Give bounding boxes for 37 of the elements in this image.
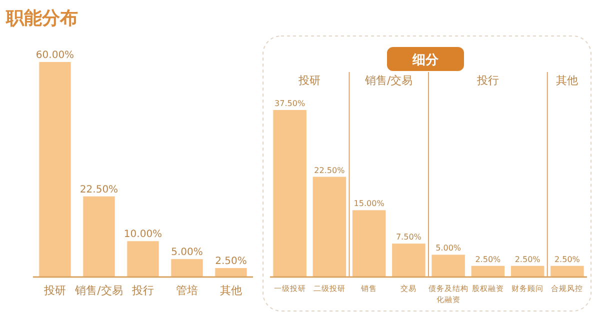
data-label: 7.50% [396, 232, 422, 242]
x-tick-label: 管培 [176, 284, 198, 297]
bar [171, 259, 203, 277]
bar [392, 244, 426, 277]
bar [127, 241, 159, 277]
data-label: 22.50% [80, 184, 118, 196]
bar [352, 210, 386, 277]
bar [273, 110, 306, 277]
data-label: 10.00% [124, 229, 162, 240]
x-tick-label: 投研 [43, 284, 66, 297]
text: 销售/交易 [364, 74, 413, 87]
data-label: 2.50% [215, 256, 247, 268]
data-label: 15.00% [354, 199, 385, 208]
text: 投行 [476, 74, 499, 87]
bar [312, 176, 346, 277]
data-label: 60.00% [36, 50, 74, 61]
data-label: 2.50% [475, 254, 502, 264]
bar [39, 62, 71, 277]
x-tick-label: 投行 [131, 284, 154, 297]
text: 投研 [298, 74, 321, 87]
bar [83, 196, 115, 277]
x-tick-label: 其他 [220, 284, 242, 297]
data-label: 5.00% [171, 247, 203, 258]
chart-title: 细分 [412, 53, 440, 68]
bar [471, 266, 505, 277]
data-label: 5.00% [436, 244, 462, 253]
chart-title: 职能分布 [5, 8, 78, 29]
data-label: 2.50% [514, 254, 541, 264]
data-label: 37.50% [274, 99, 306, 108]
bar [510, 266, 544, 277]
bar [215, 268, 247, 277]
text: 其他 [556, 74, 578, 87]
x-tick-label: 销售/交易 [74, 284, 123, 297]
bar [550, 266, 584, 277]
data-label: 22.50% [314, 166, 346, 175]
data-label: 2.50% [554, 254, 580, 264]
bar [432, 254, 465, 277]
